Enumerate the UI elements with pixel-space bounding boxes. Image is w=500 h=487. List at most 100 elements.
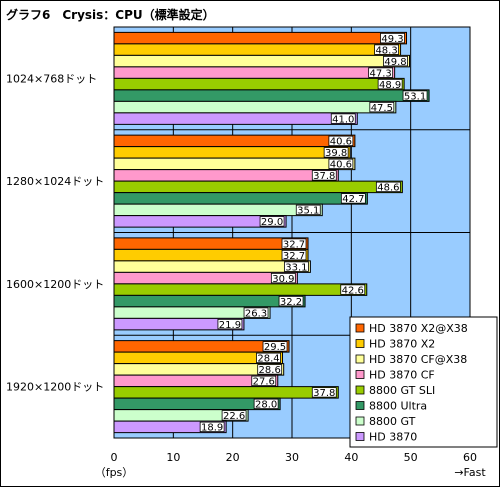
bar	[113, 169, 339, 182]
data-label: 28.0	[255, 400, 277, 411]
bar	[113, 66, 396, 79]
data-label: 42.6	[342, 285, 364, 296]
data-label: 48.9	[379, 80, 401, 91]
chart-title: グラフ6 Crysis：CPU（標準設定）	[6, 7, 215, 22]
data-label-box	[295, 204, 321, 216]
legend-label: 8800 GT SLI	[369, 384, 435, 397]
data-label: 32.7	[283, 239, 305, 250]
legend-label: HD 3870 CF@X38	[369, 353, 467, 366]
data-label-box	[375, 181, 401, 193]
data-label-box	[402, 90, 428, 101]
bar	[113, 100, 397, 114]
bar	[113, 317, 245, 331]
bar	[113, 248, 309, 262]
data-label: 33.1	[285, 262, 307, 273]
data-label: 48.3	[375, 45, 397, 56]
bar	[113, 89, 430, 102]
data-label: 47.5	[371, 103, 393, 114]
bar	[113, 386, 339, 399]
data-label-box	[380, 32, 405, 44]
data-label: 47.3	[370, 68, 392, 79]
data-label-box	[281, 249, 307, 261]
data-label-box	[328, 135, 354, 147]
bar	[113, 294, 306, 308]
bar	[113, 31, 408, 45]
category-label: 1024×768ドット	[6, 72, 97, 85]
data-label-box	[369, 101, 395, 113]
data-label-box	[243, 307, 269, 318]
legend-swatch	[355, 432, 365, 441]
data-label: 48.6	[377, 183, 399, 194]
data-label-box	[283, 261, 309, 272]
data-label-box	[251, 375, 277, 387]
data-label: 35.1	[297, 206, 319, 217]
data-label-box	[221, 410, 247, 421]
bar	[113, 192, 368, 205]
category-label: 1920×1200ドット	[6, 381, 104, 394]
x-axis-direction-label: →Fast	[454, 466, 486, 479]
data-label: 28.6	[259, 365, 281, 376]
data-label-box	[262, 341, 288, 352]
bar	[113, 77, 405, 91]
data-label: 28.4	[257, 354, 279, 365]
x-tick-label: 0	[111, 451, 118, 464]
legend-label: HD 3870 X2	[369, 338, 435, 351]
data-label: 41.0	[332, 114, 354, 125]
legend-label: HD 3870	[369, 431, 417, 444]
bar	[113, 237, 309, 250]
legend-swatch	[355, 401, 365, 410]
legend-swatch	[355, 354, 365, 364]
data-label: 39.8	[325, 148, 347, 159]
x-axis-unit-label: （fps）	[95, 466, 134, 479]
data-label-box	[340, 193, 366, 204]
data-label-box	[281, 238, 307, 249]
legend-swatch	[355, 416, 365, 426]
data-label: 21.9	[219, 320, 241, 331]
x-tick-label: 60	[463, 451, 477, 464]
data-label-box	[311, 387, 337, 398]
category-label: 1600×1200ドット	[6, 278, 104, 291]
data-label: 18.9	[201, 423, 223, 434]
data-label-box	[323, 147, 349, 158]
legend-box	[349, 316, 498, 448]
data-label-box	[374, 44, 399, 55]
legend-label: HD 3870 X2@X38	[369, 322, 468, 335]
data-label-box	[278, 295, 304, 307]
data-label: 26.3	[245, 308, 267, 319]
data-label-box	[330, 113, 356, 124]
data-label: 37.8	[313, 388, 335, 399]
bar	[113, 134, 356, 148]
category-label: 1280×1024ドット	[6, 175, 104, 188]
data-label-box	[377, 78, 403, 90]
data-label-box	[259, 216, 285, 227]
bar	[113, 43, 402, 56]
data-label-box	[368, 67, 394, 78]
data-label: 29.0	[261, 217, 283, 228]
data-label: 40.6	[330, 137, 352, 148]
data-label: 37.8	[313, 171, 335, 182]
legend-label: 8800 Ultra	[369, 400, 427, 413]
data-label: 53.1	[404, 91, 426, 102]
legend-swatch	[355, 323, 365, 333]
data-label: 32.2	[280, 297, 302, 308]
data-label: 22.6	[223, 411, 245, 422]
bar	[113, 112, 358, 125]
bar	[113, 283, 368, 296]
bar	[113, 260, 311, 273]
x-tick-label: 20	[226, 451, 240, 464]
legend-label: 8800 GT	[369, 415, 416, 428]
data-label-box	[217, 318, 243, 330]
data-label: 27.6	[253, 377, 275, 388]
data-label: 29.5	[264, 342, 286, 353]
data-label: 49.8	[384, 57, 406, 68]
data-label-box	[311, 170, 337, 181]
bar	[113, 180, 403, 194]
bar	[113, 54, 410, 68]
x-tick-label: 30	[285, 451, 299, 464]
data-label-box	[340, 284, 366, 295]
x-tick-label: 10	[166, 451, 180, 464]
data-label-box	[256, 352, 281, 364]
bar	[113, 215, 287, 228]
data-label-box	[270, 272, 296, 284]
